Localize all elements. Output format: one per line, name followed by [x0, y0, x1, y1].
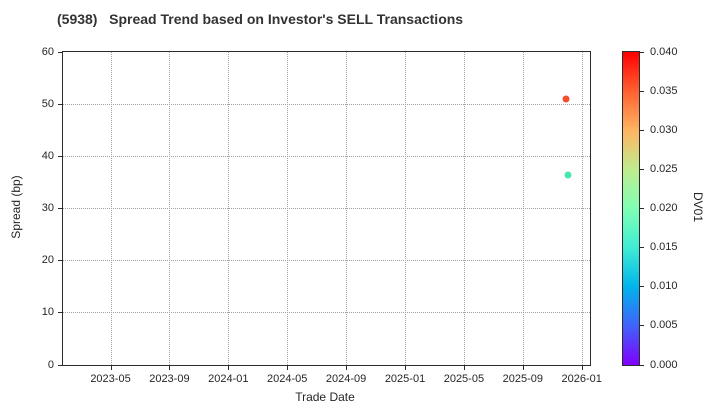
x-gridline [287, 52, 289, 365]
y-tick-label: 0 [47, 358, 54, 371]
colorbar-tick-label: 0.005 [650, 319, 678, 332]
data-point [562, 95, 570, 103]
x-tick-label: 2026-01 [561, 372, 602, 385]
colorbar-tick-mark [640, 51, 644, 53]
colorbar-tick-mark [640, 90, 644, 92]
x-tick-label: 2024-09 [325, 372, 367, 385]
x-tick-mark [463, 365, 465, 370]
y-gridline [63, 312, 590, 314]
y-tick-mark [58, 260, 62, 262]
y-tick-mark [58, 364, 62, 366]
colorbar-tick-label: 0.000 [650, 358, 678, 371]
colorbar-tick-mark [640, 286, 644, 288]
x-tick-mark [405, 365, 406, 370]
colorbar-tick-label: 0.040 [650, 45, 678, 58]
x-gridline [169, 52, 171, 365]
y-tick-mark [58, 155, 62, 157]
x-tick-label: 2025-01 [384, 372, 426, 385]
colorbar-label: DV01 [691, 191, 705, 223]
x-gridline [581, 52, 583, 365]
colorbar-gradient [623, 52, 639, 365]
x-tick-label: 2024-01 [208, 372, 249, 385]
y-tick-label: 10 [41, 306, 54, 319]
colorbar-tick-mark [640, 247, 644, 249]
x-gridline [228, 52, 230, 365]
y-tick-label: 60 [41, 45, 54, 58]
x-tick-label: 2025-09 [502, 372, 543, 385]
colorbar-tick-label: 0.020 [650, 202, 678, 214]
colorbar-tick-mark [640, 168, 644, 170]
x-gridline [346, 52, 348, 365]
colorbar-tick-mark [640, 325, 644, 327]
x-tick-mark [110, 365, 112, 370]
y-gridline [63, 208, 590, 209]
colorbar-tick-label: 0.010 [650, 280, 678, 293]
x-tick-mark [581, 365, 583, 370]
x-tick-label: 2023-05 [90, 372, 131, 385]
y-tick-mark [58, 208, 62, 209]
y-tick-mark [58, 312, 62, 314]
colorbar-tick-label: 0.035 [650, 84, 678, 97]
colorbar-tick-label: 0.025 [650, 162, 678, 175]
y-gridline [63, 103, 590, 105]
x-tick-mark [169, 365, 171, 370]
x-tick-label: 2024-05 [267, 372, 308, 385]
colorbar-tick-mark [640, 208, 644, 209]
x-tick-label: 2025-05 [443, 372, 485, 385]
x-gridline [405, 52, 406, 365]
y-gridline [63, 155, 590, 157]
y-tick-mark [58, 51, 62, 53]
y-axis-label: Spread (bp) [9, 175, 23, 239]
x-axis-label: Trade Date [295, 390, 355, 404]
y-gridline [63, 260, 590, 262]
x-gridline [522, 52, 524, 365]
colorbar [622, 51, 640, 366]
colorbar-tick-label: 0.030 [650, 123, 678, 136]
y-tick-label: 20 [41, 254, 54, 267]
colorbar-tick-mark [640, 129, 644, 131]
x-tick-mark [287, 365, 289, 370]
x-gridline [463, 52, 465, 365]
x-tick-label: 2023-09 [149, 372, 190, 385]
y-tick-mark [58, 103, 62, 105]
x-tick-mark [228, 365, 230, 370]
y-tick-label: 40 [41, 149, 54, 162]
colorbar-tick-mark [640, 364, 644, 366]
y-tick-label: 30 [41, 202, 54, 214]
y-tick-label: 50 [41, 97, 54, 110]
x-tick-mark [522, 365, 524, 370]
chart-title: (5938) Spread Trend based on Investor's … [57, 11, 464, 27]
plot-area [62, 51, 591, 366]
x-tick-mark [346, 365, 348, 370]
colorbar-tick-label: 0.015 [650, 241, 678, 254]
data-point [564, 171, 572, 179]
x-gridline [110, 52, 112, 365]
